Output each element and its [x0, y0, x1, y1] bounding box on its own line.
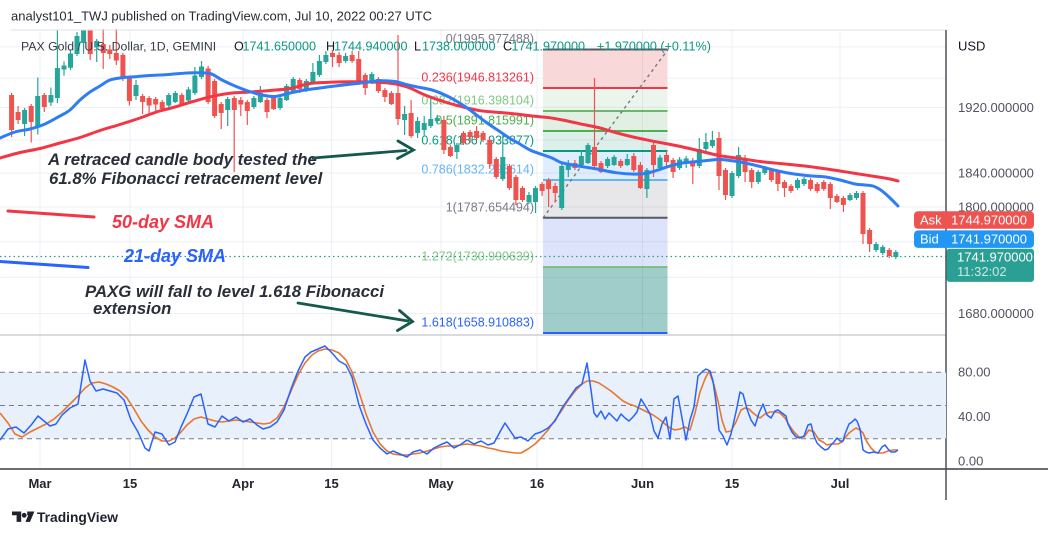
svg-text:1840.000000: 1840.000000 — [958, 166, 1034, 181]
svg-text:1(1787.654494): 1(1787.654494) — [446, 200, 534, 214]
svg-text:USD: USD — [958, 39, 985, 54]
svg-text:11:32:02: 11:32:02 — [957, 264, 1007, 279]
svg-text:80.00: 80.00 — [958, 365, 991, 380]
svg-text:0(1995.977488): 0(1995.977488) — [446, 32, 534, 46]
svg-text:1741.970000: 1741.970000 — [957, 250, 1033, 265]
svg-text:+1.970000 (+0.11%): +1.970000 (+0.11%) — [597, 40, 711, 54]
svg-text:61.8% Fibonacci retracement le: 61.8% Fibonacci retracement level — [49, 169, 323, 188]
svg-text:Apr: Apr — [232, 476, 254, 491]
svg-text:Jul: Jul — [831, 476, 850, 491]
svg-text:Mar: Mar — [28, 476, 51, 491]
svg-text:PAX Gold / U.S. Dollar, 1D, GE: PAX Gold / U.S. Dollar, 1D, GEMINI — [21, 40, 216, 54]
svg-text:0.00: 0.00 — [958, 454, 983, 469]
svg-text:A retraced candle body tested: A retraced candle body tested the — [47, 150, 317, 169]
svg-text:16: 16 — [530, 476, 544, 491]
svg-text:15: 15 — [123, 476, 137, 491]
svg-text:C: C — [503, 40, 512, 54]
svg-text:15: 15 — [324, 476, 338, 491]
svg-text:1680.000000: 1680.000000 — [958, 306, 1034, 321]
svg-text:analyst101_TWJ published on Tr: analyst101_TWJ published on TradingView.… — [11, 9, 432, 24]
svg-text:Ask: Ask — [920, 213, 942, 228]
svg-text:1741.650000: 1741.650000 — [243, 40, 317, 54]
svg-text:1800.000000: 1800.000000 — [958, 200, 1034, 215]
svg-text:Bid: Bid — [920, 232, 939, 247]
svg-text:PAXG will fall to level 1.618: PAXG will fall to level 1.618 Fibonacci — [85, 282, 384, 301]
svg-text:1741.970000: 1741.970000 — [951, 232, 1027, 247]
svg-text:0.786(1832.295614): 0.786(1832.295614) — [421, 163, 534, 177]
svg-text:1744.970000: 1744.970000 — [951, 213, 1027, 228]
svg-text:H: H — [326, 40, 335, 54]
svg-text:Jun: Jun — [631, 476, 654, 491]
svg-text:21-day SMA: 21-day SMA — [123, 246, 226, 266]
svg-text:May: May — [428, 476, 454, 491]
svg-text:50-day SMA: 50-day SMA — [112, 212, 214, 232]
svg-text:0.236(1946.813261): 0.236(1946.813261) — [421, 71, 534, 85]
svg-text:1741.970000: 1741.970000 — [512, 40, 586, 54]
svg-text:1920.000000: 1920.000000 — [958, 100, 1034, 115]
svg-text:L: L — [414, 40, 421, 54]
svg-text:extension: extension — [93, 299, 171, 318]
svg-text:1744.940000: 1744.940000 — [334, 40, 408, 54]
svg-text:40.00: 40.00 — [958, 409, 991, 424]
svg-text:1.618(1658.910883): 1.618(1658.910883) — [421, 316, 534, 330]
svg-text:TradingView: TradingView — [37, 510, 118, 525]
svg-text:O: O — [234, 40, 244, 54]
svg-text:15: 15 — [725, 476, 739, 491]
svg-text:1738.000000: 1738.000000 — [422, 40, 496, 54]
